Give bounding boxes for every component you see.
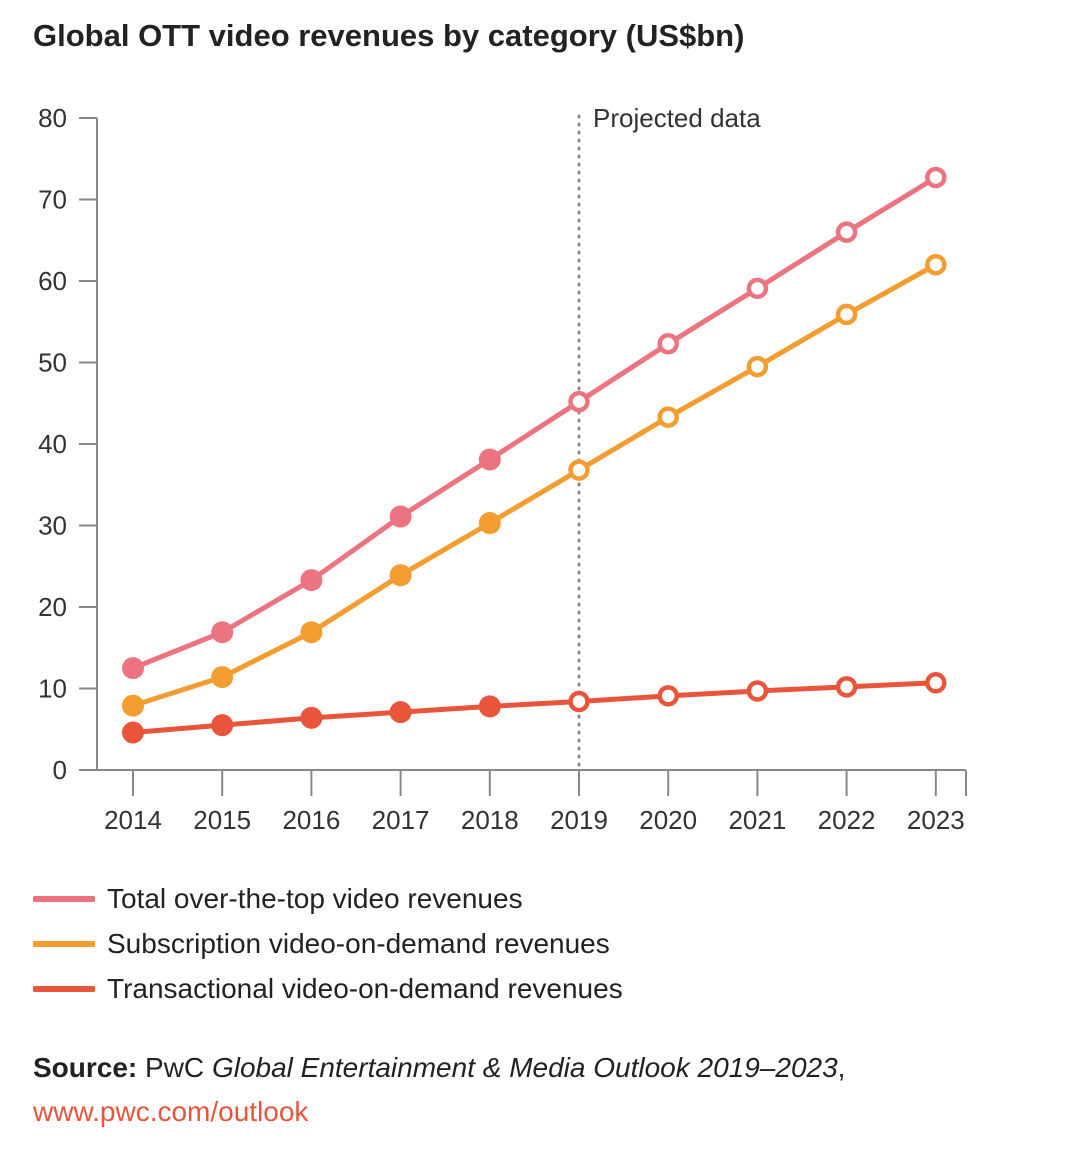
- chart-marks: [122, 166, 947, 744]
- axes: 0 10 20 30 40 50 60 70 80 2014 2015 2016 2017 2018 201…: [38, 103, 967, 835]
- data-point-projected: [746, 680, 769, 702]
- x-tick-label: 2017: [372, 805, 430, 835]
- x-tick-label: 2016: [282, 805, 340, 835]
- x-tick-label: 2015: [193, 805, 251, 835]
- y-tick-label: 0: [53, 755, 67, 785]
- x-tick-label: 2020: [639, 805, 697, 835]
- legend-label-svod: Subscription video-on-demand revenues: [107, 927, 610, 959]
- line-chart: 0 10 20 30 40 50 60 70 80 2014 2015 2016 2017 2018 201…: [38, 103, 967, 835]
- y-tick-label: 50: [38, 348, 67, 378]
- y-tick-label: 30: [38, 511, 67, 541]
- data-point: [478, 512, 501, 535]
- data-point: [300, 706, 323, 729]
- y-tick-label: 80: [38, 103, 67, 133]
- chart-title: Global OTT video revenues by category (U…: [33, 18, 745, 53]
- data-point: [122, 657, 144, 680]
- legend-item-svod: Subscription video-on-demand revenues: [33, 921, 623, 966]
- legend-item-tvod: Transactional video-on-demand revenues: [33, 966, 623, 1011]
- projected-annotation: Projected data: [593, 103, 761, 133]
- legend-label-total: Total over-the-top video revenues: [107, 882, 523, 914]
- y-tick-label: 60: [38, 266, 67, 296]
- data-point: [300, 569, 323, 592]
- data-point: [122, 721, 144, 744]
- legend-swatch-tvod: [33, 985, 95, 992]
- x-tick-label: 2018: [461, 805, 519, 835]
- data-point-projected: [657, 406, 679, 428]
- data-point-projected: [746, 355, 769, 378]
- legend-swatch-svod: [33, 940, 95, 947]
- source-note: Source: PwC Global Entertainment & Media…: [33, 1046, 845, 1134]
- legend: Total over-the-top video revenues Subscr…: [33, 876, 623, 1011]
- data-point: [211, 621, 234, 644]
- data-point: [211, 666, 234, 689]
- data-point-projected: [835, 303, 858, 326]
- series-line-3: [132, 680, 936, 736]
- data-point-projected: [657, 333, 679, 355]
- series-line-2: [132, 262, 938, 708]
- data-point-projected: [746, 277, 769, 300]
- legend-label-tvod: Transactional video-on-demand revenues: [107, 972, 623, 1004]
- source-label: Source:: [33, 1052, 138, 1083]
- source-link[interactable]: www.pwc.com/outlook: [33, 1096, 309, 1127]
- x-tick-label: 2022: [818, 805, 876, 835]
- data-point: [211, 714, 234, 737]
- x-tick-label: 2019: [550, 805, 608, 835]
- data-point: [389, 701, 412, 724]
- data-point: [389, 564, 412, 587]
- source-publisher: PwC: [145, 1052, 205, 1083]
- x-tick-label: 2023: [907, 805, 965, 835]
- x-tick-label: 2021: [728, 805, 786, 835]
- source-publication: Global Entertainment & Media Outlook 201…: [211, 1052, 838, 1083]
- data-point-projected: [835, 676, 858, 698]
- source-comma: ,: [837, 1052, 846, 1083]
- data-point-projected: [925, 253, 947, 276]
- data-point: [300, 621, 323, 644]
- y-tick-label: 40: [38, 429, 67, 459]
- data-point-projected: [657, 685, 679, 707]
- data-point-projected: [925, 166, 947, 189]
- legend-swatch-total: [33, 895, 95, 902]
- data-point: [478, 448, 501, 471]
- data-point: [389, 505, 412, 528]
- y-tick-label: 10: [38, 674, 67, 704]
- data-point: [478, 695, 501, 718]
- x-tick-label: 2014: [104, 805, 162, 835]
- data-point-projected: [568, 459, 590, 481]
- legend-item-total: Total over-the-top video revenues: [33, 876, 623, 921]
- data-point: [122, 694, 144, 717]
- y-tick-label: 70: [38, 185, 67, 215]
- data-point-projected: [568, 390, 590, 413]
- data-point-projected: [835, 221, 858, 243]
- data-point-projected: [568, 690, 590, 713]
- y-tick-label: 20: [38, 592, 67, 622]
- data-point-projected: [925, 672, 947, 694]
- series-line-1: [132, 175, 938, 671]
